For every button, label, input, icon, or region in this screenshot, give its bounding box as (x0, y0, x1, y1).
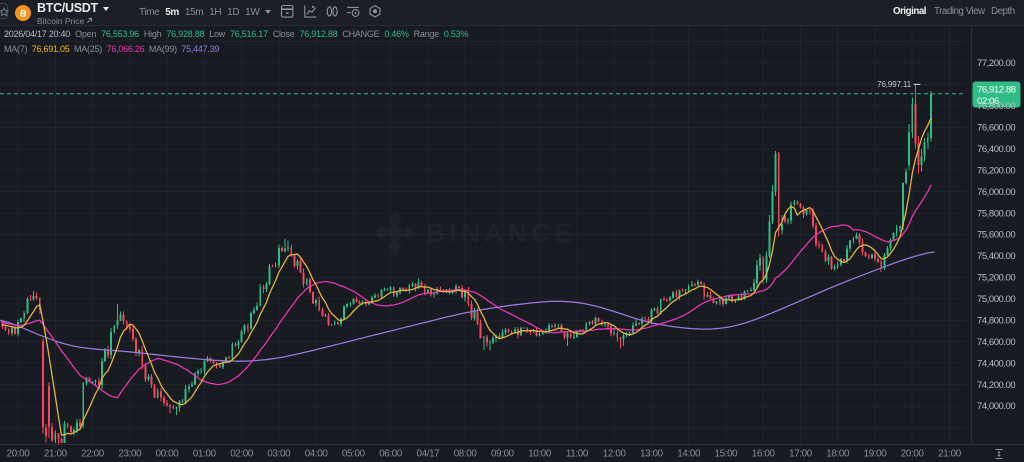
svg-text:75,000.00: 75,000.00 (977, 294, 1015, 305)
svg-text:06:00: 06:00 (379, 449, 403, 460)
svg-text:76,400.00: 76,400.00 (977, 144, 1015, 155)
svg-text:14:00: 14:00 (677, 449, 701, 460)
svg-text:15:00: 15:00 (715, 449, 739, 460)
svg-text:13:00: 13:00 (640, 449, 664, 460)
svg-text:75,600.00: 75,600.00 (977, 230, 1015, 241)
svg-text:76,000.00: 76,000.00 (977, 187, 1015, 198)
svg-text:75,400.00: 75,400.00 (977, 251, 1015, 262)
svg-text:04:00: 04:00 (305, 449, 329, 460)
svg-text:12:00: 12:00 (603, 449, 627, 460)
svg-text:75,200.00: 75,200.00 (977, 273, 1015, 284)
svg-text:77,200.00: 77,200.00 (977, 58, 1015, 69)
svg-text:03:00: 03:00 (267, 449, 291, 460)
svg-text:19:00: 19:00 (864, 449, 888, 460)
svg-text:16:00: 16:00 (752, 449, 776, 460)
svg-text:75,800.00: 75,800.00 (977, 208, 1015, 219)
svg-text:74,200.00: 74,200.00 (977, 380, 1015, 391)
svg-text:74,400.00: 74,400.00 (977, 358, 1015, 369)
svg-text:20:00: 20:00 (7, 449, 31, 460)
svg-text:09:00: 09:00 (491, 449, 515, 460)
svg-text:76,912.88: 76,912.88 (977, 85, 1016, 96)
svg-text:B: B (19, 8, 28, 20)
svg-text:22:00: 22:00 (81, 449, 105, 460)
svg-text:02:00: 02:00 (230, 449, 254, 460)
svg-text:02:06: 02:06 (977, 96, 999, 107)
svg-text:21:00: 21:00 (44, 449, 68, 460)
svg-text:00:00: 00:00 (156, 449, 180, 460)
svg-text:21:00: 21:00 (938, 449, 962, 460)
svg-text:10:00: 10:00 (528, 449, 552, 460)
svg-text:23:00: 23:00 (118, 449, 142, 460)
svg-text:18:00: 18:00 (826, 449, 850, 460)
svg-text:05:00: 05:00 (342, 449, 366, 460)
svg-text:11:00: 11:00 (566, 449, 589, 460)
svg-text:74,600.00: 74,600.00 (977, 337, 1015, 348)
svg-text:20:00: 20:00 (901, 449, 925, 460)
svg-text:74,800.00: 74,800.00 (977, 316, 1015, 327)
svg-text:76,600.00: 76,600.00 (977, 123, 1015, 134)
svg-text:76,200.00: 76,200.00 (977, 165, 1015, 176)
svg-text:04/17: 04/17 (417, 449, 440, 460)
svg-text:76,800.00: 76,800.00 (977, 101, 1015, 112)
svg-text:74,000.00: 74,000.00 (977, 401, 1015, 412)
svg-text:BINANCE: BINANCE (426, 218, 577, 248)
svg-text:08:00: 08:00 (454, 449, 478, 460)
svg-text:76,997.11: 76,997.11 (877, 79, 912, 89)
svg-text:01:00: 01:00 (193, 449, 217, 460)
svg-text:17:00: 17:00 (789, 449, 813, 460)
